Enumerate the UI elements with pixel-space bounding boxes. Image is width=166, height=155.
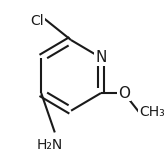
Text: Cl: Cl — [30, 14, 44, 28]
Text: N: N — [95, 50, 107, 65]
Text: O: O — [118, 86, 130, 101]
Text: CH₃: CH₃ — [139, 105, 165, 119]
Text: H₂N: H₂N — [36, 138, 62, 152]
